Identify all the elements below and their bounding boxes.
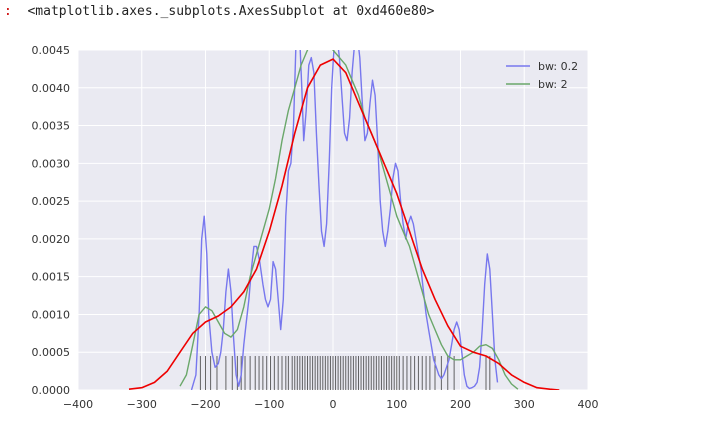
x-tick-labels: −400 −300 −200 −100 0 100 200 300 400 <box>63 398 599 411</box>
y-tick-labels: 0.0000 0.0005 0.0010 0.0015 0.0020 0.0025 0.00… <box>32 44 71 397</box>
series-line-1 <box>179 50 519 390</box>
gridlines <box>77 49 589 391</box>
y-tick-label: 0.0035 <box>32 120 71 133</box>
series-line-0 <box>190 50 499 390</box>
x-tick-label: −200 <box>190 398 220 411</box>
x-tick-label: 0 <box>330 398 337 411</box>
x-tick-label: −300 <box>127 398 157 411</box>
y-tick-label: 0.0025 <box>32 195 71 208</box>
x-tick-label: −100 <box>254 398 284 411</box>
y-tick-label: 0.0045 <box>32 44 71 57</box>
y-tick-label: 0.0005 <box>32 346 71 359</box>
legend-label: bw: 0.2 <box>538 60 578 73</box>
x-tick-label: 200 <box>450 398 471 411</box>
cell-output-line: : <matplotlib.axes._subplots.AxesSubplot… <box>4 4 434 19</box>
output-text: <matplotlib.axes._subplots.AxesSubplot a… <box>27 4 435 19</box>
y-tick-label: 0.0020 <box>32 233 71 246</box>
y-tick-label: 0.0000 <box>32 384 71 397</box>
x-tick-label: 400 <box>578 398 599 411</box>
legend-label: bw: 2 <box>538 78 568 91</box>
x-tick-label: 300 <box>514 398 535 411</box>
y-tick-label: 0.0040 <box>32 82 71 95</box>
x-tick-label: −400 <box>63 398 93 411</box>
y-tick-label: 0.0010 <box>32 308 71 321</box>
output-prompt: : <box>4 4 12 19</box>
y-tick-label: 0.0030 <box>32 157 71 170</box>
series-line-2 <box>128 58 560 390</box>
x-tick-label: 100 <box>386 398 407 411</box>
legend: bw: 0.2 bw: 2 <box>506 60 578 91</box>
rug-marks <box>199 356 491 390</box>
series-lines <box>128 50 560 390</box>
y-tick-label: 0.0015 <box>32 271 71 284</box>
